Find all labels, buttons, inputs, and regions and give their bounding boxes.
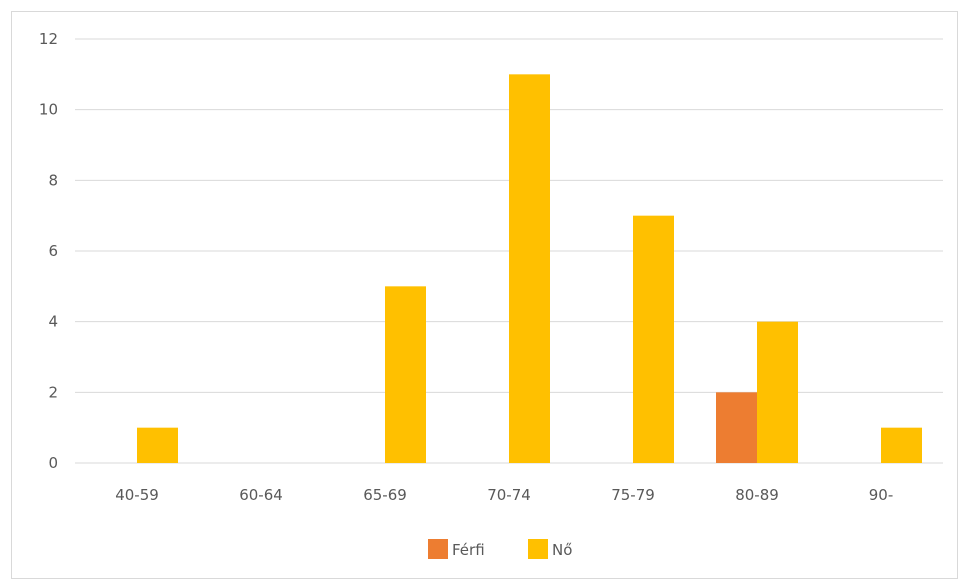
x-tick-label: 80-89 [735,486,779,504]
x-axis-tick-labels: 40-59 60-64 65-69 70-74 75-79 80-89 90- [115,486,893,504]
y-tick-label: 4 [48,313,58,331]
x-tick-label: 65-69 [363,486,407,504]
bar-Nő-90- [881,427,922,463]
x-tick-label: 75-79 [611,486,655,504]
x-tick-label: 90- [869,486,894,504]
y-axis-tick-labels: 0 2 4 6 8 10 12 [39,30,58,472]
legend-label: Férfi [452,541,485,559]
y-tick-label: 0 [48,454,58,472]
legend-label: Nő [552,541,572,559]
chart-frame [11,11,958,579]
bar-Nő-80-89 [757,321,798,463]
y-tick-label: 8 [48,171,58,189]
bar-Nő-65-69 [385,286,426,463]
bar-Férfi-80-89 [716,392,757,463]
y-tick-label: 10 [39,101,58,119]
x-tick-label: 60-64 [239,486,283,504]
y-tick-label: 2 [48,383,58,401]
bar-Nő-70-74 [509,74,550,463]
y-tick-label: 12 [39,30,58,48]
legend: Férfi Nő [428,539,572,559]
bar-Nő-40-59 [137,427,178,463]
legend-swatch-Nő [528,539,548,559]
bars [137,74,922,463]
bar-Nő-75-79 [633,215,674,463]
x-tick-label: 70-74 [487,486,531,504]
x-tick-label: 40-59 [115,486,159,504]
y-tick-label: 6 [48,242,58,260]
legend-swatch-Férfi [428,539,448,559]
